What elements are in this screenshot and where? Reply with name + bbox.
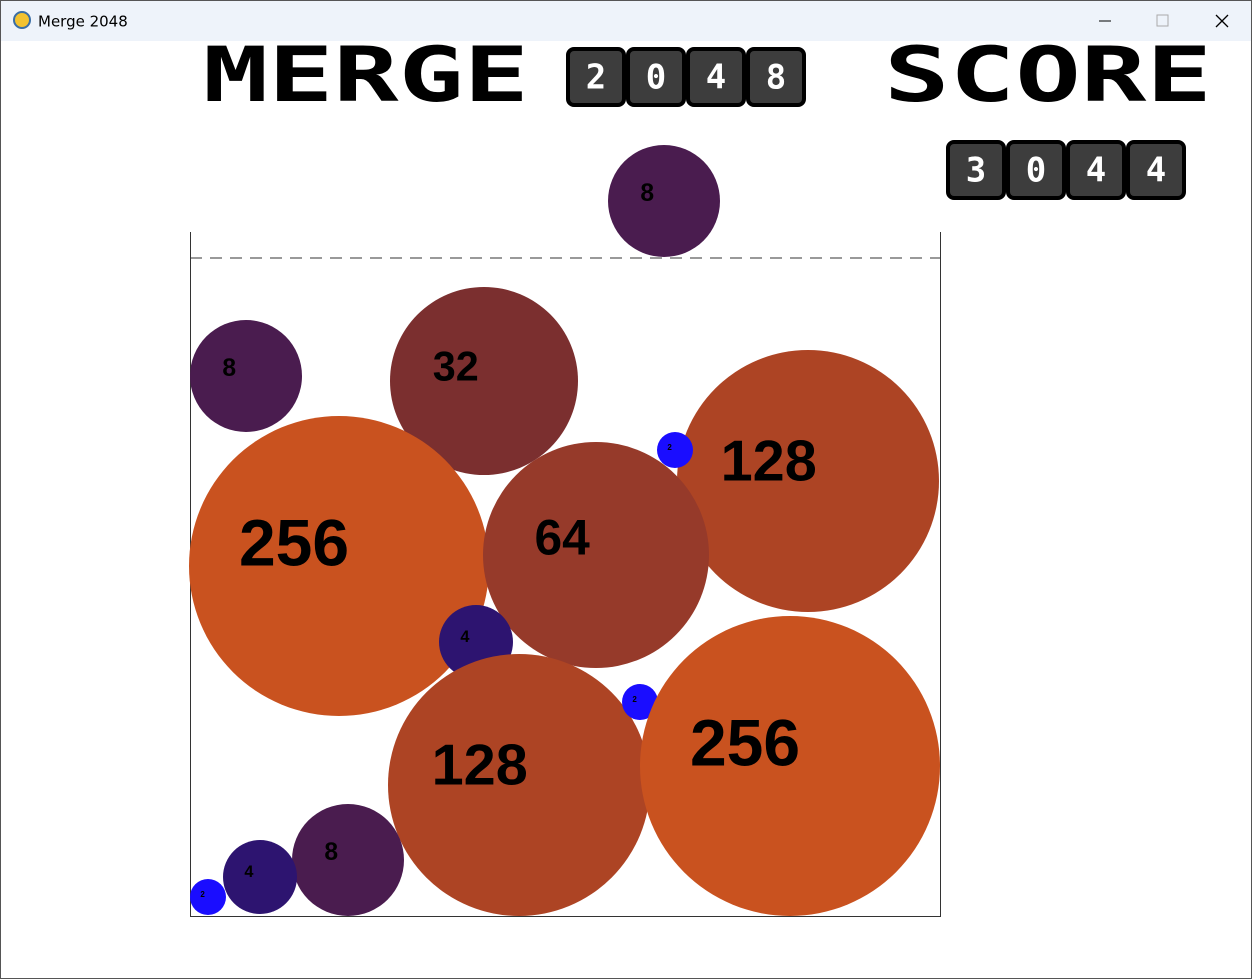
ball	[388, 654, 650, 916]
ball	[640, 616, 940, 916]
digit-text: 4	[1086, 151, 1106, 191]
ball-label: 2	[200, 890, 205, 899]
window-title: Merge 2048	[38, 13, 128, 31]
ball-label: 128	[432, 733, 528, 797]
score-label: SCORE	[884, 30, 1212, 119]
digit-tile	[946, 140, 1006, 200]
ball	[223, 840, 297, 914]
ball	[608, 145, 720, 257]
digit-tile	[1066, 140, 1126, 200]
ball-label: 8	[222, 355, 236, 382]
digit-tile	[626, 47, 686, 107]
digit-tile	[566, 47, 626, 107]
digit-text: 8	[766, 58, 786, 98]
ball-label: 256	[239, 505, 349, 579]
digit-text: 4	[1146, 151, 1166, 191]
ball-label: 64	[534, 510, 590, 566]
close-button[interactable]	[1215, 14, 1229, 28]
ball	[677, 350, 939, 612]
digit-text: 2	[586, 58, 606, 98]
digit-text: 4	[706, 58, 726, 98]
digit-tile	[1006, 140, 1066, 200]
digit-text: 3	[966, 151, 986, 191]
ball-label: 2	[632, 695, 637, 704]
ball	[292, 804, 404, 916]
ball-label: 32	[433, 344, 479, 390]
ball	[657, 432, 693, 468]
digit-text: 0	[646, 58, 666, 98]
ball	[190, 879, 226, 915]
digit-text: 0	[1026, 151, 1046, 191]
ball	[189, 416, 489, 716]
ball-label: 8	[640, 180, 654, 207]
ball-label: 2	[667, 443, 672, 452]
ball-label: 4	[460, 628, 469, 646]
app-icon	[13, 11, 31, 29]
maximize-button[interactable]	[1156, 14, 1169, 27]
digit-tile	[686, 47, 746, 107]
ball	[190, 320, 302, 432]
ball	[390, 287, 578, 475]
ball-label: 8	[324, 839, 338, 866]
title-bar	[1, 1, 1251, 41]
balls: 8 8 32 128 2 256 64 4 128 2 256 8 4 2	[189, 145, 940, 916]
ball-label: 256	[690, 705, 800, 779]
ball-label: 128	[721, 429, 817, 493]
ball	[622, 684, 658, 720]
game-title: MERGE	[203, 30, 529, 119]
ball-label: 4	[244, 863, 253, 881]
digit-tile	[1126, 140, 1186, 200]
digit-tile	[746, 47, 806, 107]
ball	[483, 442, 709, 668]
